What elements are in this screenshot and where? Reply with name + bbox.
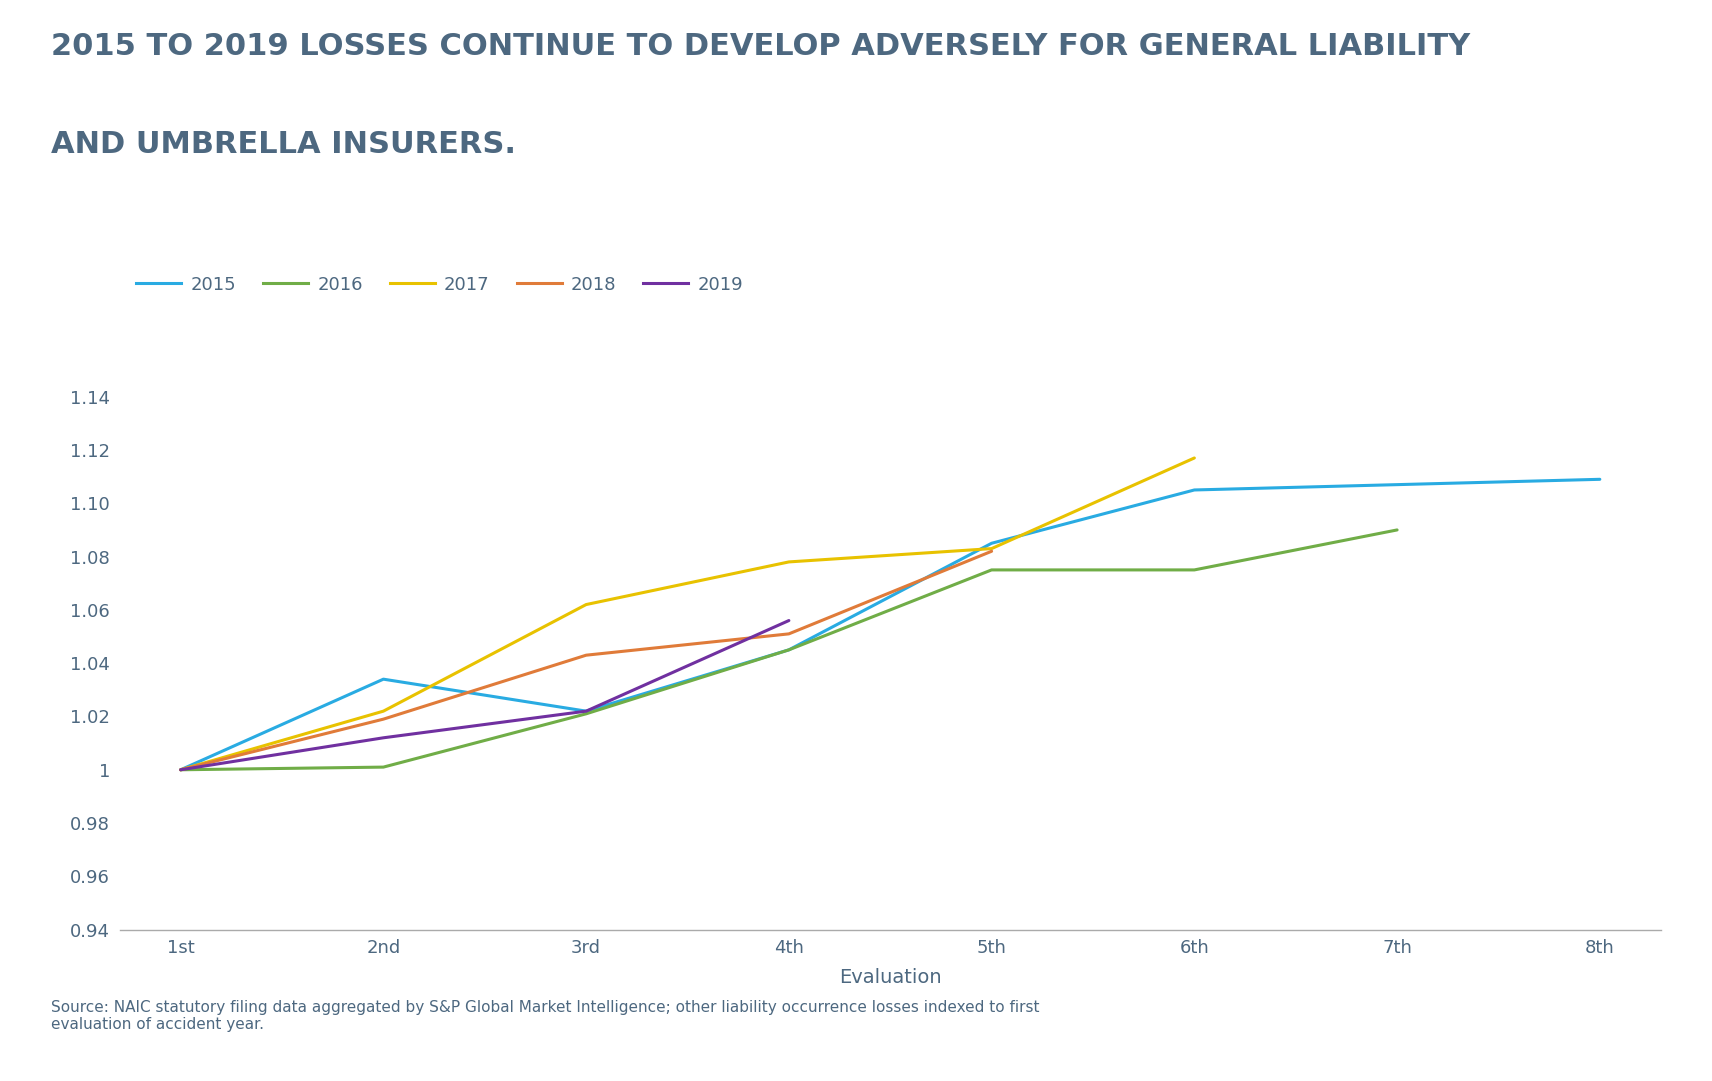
Legend: 2015, 2016, 2017, 2018, 2019: 2015, 2016, 2017, 2018, 2019	[128, 268, 750, 301]
Text: Source: NAIC statutory filing data aggregated by S&P Global Market Intelligence;: Source: NAIC statutory filing data aggre…	[51, 1000, 1039, 1032]
Text: AND UMBRELLA INSURERS.: AND UMBRELLA INSURERS.	[51, 130, 517, 159]
X-axis label: Evaluation: Evaluation	[839, 969, 942, 987]
Text: 2015 TO 2019 LOSSES CONTINUE TO DEVELOP ADVERSELY FOR GENERAL LIABILITY: 2015 TO 2019 LOSSES CONTINUE TO DEVELOP …	[51, 32, 1471, 62]
